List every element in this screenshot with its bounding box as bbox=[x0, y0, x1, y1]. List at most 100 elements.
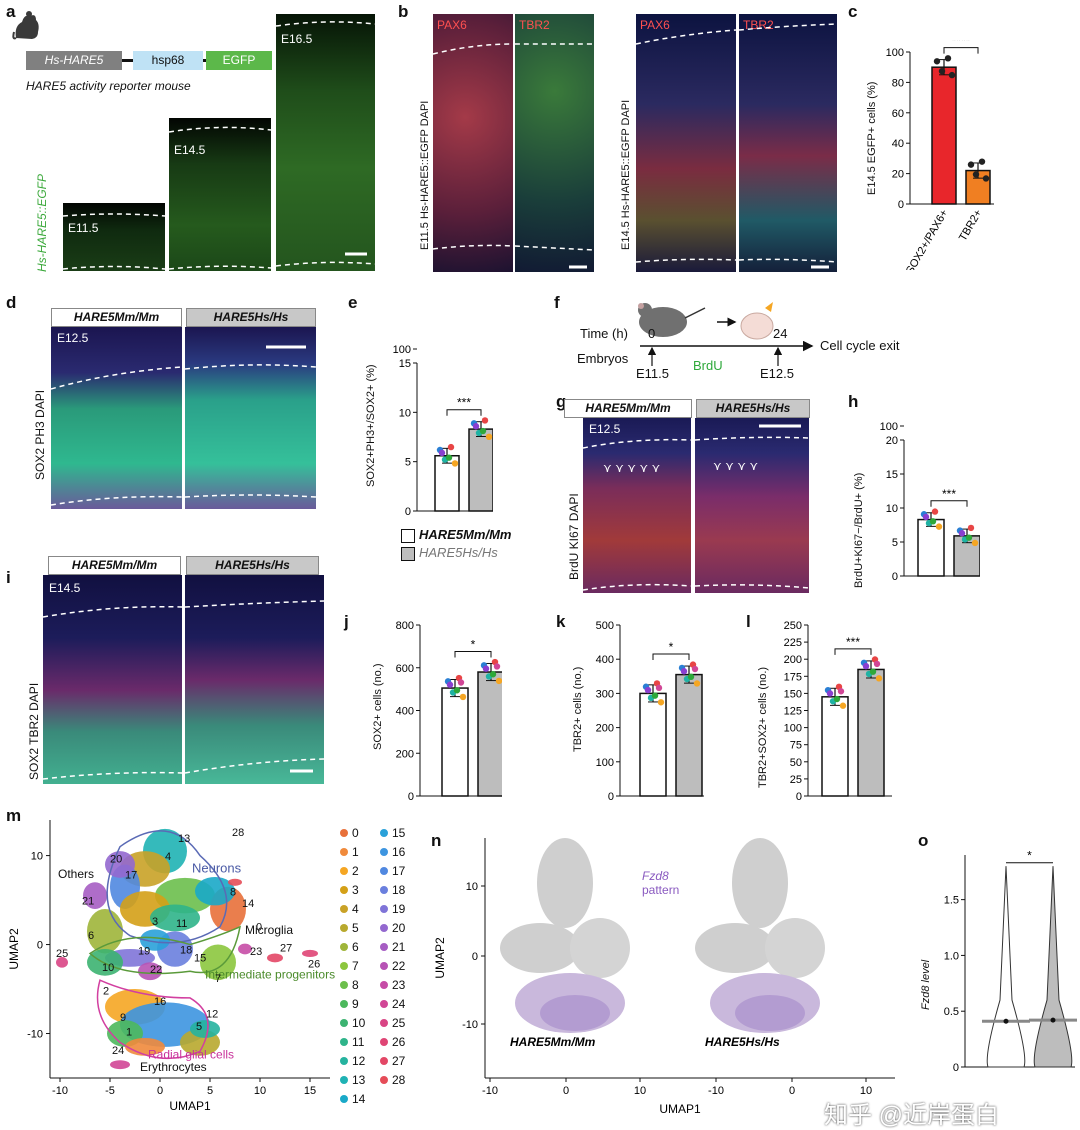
data-point bbox=[826, 690, 834, 697]
data-point bbox=[481, 417, 489, 424]
panel-letter-l: l bbox=[746, 612, 751, 631]
legend-item: 18 bbox=[380, 883, 405, 897]
data-point bbox=[693, 680, 701, 687]
cluster-number-label: 22 bbox=[150, 964, 162, 976]
y-tick-label: 500 bbox=[596, 620, 614, 632]
legend-dot bbox=[380, 886, 388, 894]
stage-label: E16.5 bbox=[281, 32, 313, 46]
legend-label: 16 bbox=[392, 845, 406, 859]
data-point bbox=[687, 673, 695, 681]
data-point bbox=[680, 668, 688, 675]
legend-item: 13 bbox=[340, 1073, 365, 1087]
significance-bracket bbox=[446, 409, 482, 416]
cluster-27-blob bbox=[267, 953, 283, 963]
cluster-12-blob bbox=[190, 1020, 220, 1038]
legend-item: 17 bbox=[380, 864, 405, 878]
annotation-ip: Intermediate progenitors bbox=[205, 967, 335, 981]
legend-label: 2 bbox=[352, 864, 359, 878]
legend-dot bbox=[340, 1076, 348, 1084]
legend-dot bbox=[380, 1019, 388, 1027]
panel-letter-h: h bbox=[848, 392, 859, 411]
construct-caption: HARE5 activity reporter mouse bbox=[26, 79, 191, 93]
violin-fzd8: 0 0.5 1.0 1.5 * bbox=[944, 848, 1077, 1074]
legend-item: 27 bbox=[380, 1054, 405, 1068]
data-point bbox=[967, 524, 975, 532]
svg-text:⋎ ⋎ ⋎ ⋎: ⋎ ⋎ ⋎ ⋎ bbox=[713, 459, 758, 473]
legend-label: 8 bbox=[352, 978, 359, 992]
y-tick-label: 0 bbox=[608, 791, 614, 802]
legend-label-mm: HARE5Mm/Mm bbox=[419, 527, 512, 542]
cluster-number-label: 2 bbox=[103, 985, 109, 997]
y-tick-label: 225 bbox=[784, 637, 802, 649]
y-tick-label: 100 bbox=[886, 47, 904, 59]
significance-label: * bbox=[471, 637, 476, 651]
y-tick-label: 200 bbox=[596, 723, 614, 735]
legend-dot bbox=[340, 1019, 348, 1027]
y-tick-label: 0 bbox=[37, 940, 43, 952]
umap-purple-region bbox=[540, 995, 610, 1031]
x-tick-label: 15 bbox=[304, 1085, 316, 1097]
cluster-23-blob bbox=[238, 943, 252, 955]
brdu-injection-illustration bbox=[638, 302, 774, 340]
y-axis-label: UMAP2 bbox=[7, 928, 21, 970]
cluster-number-label: 3 bbox=[152, 916, 158, 928]
legend-label: 20 bbox=[392, 921, 406, 935]
legend-label: 27 bbox=[392, 1054, 406, 1068]
legend-dot bbox=[340, 1057, 348, 1065]
x-tick-label: 10 bbox=[634, 1085, 646, 1097]
legend-label-hs: HARE5Hs/Hs bbox=[419, 545, 498, 560]
chart-h: 0 5 10 15 20 100 *** bbox=[880, 421, 980, 583]
y-tick-label: 10 bbox=[466, 881, 478, 893]
stage-label: E11.5 bbox=[68, 221, 99, 235]
legend-dot bbox=[380, 1076, 388, 1084]
y-tick-label: -10 bbox=[462, 1019, 478, 1031]
data-point bbox=[978, 158, 986, 165]
construct-hare5: Hs-HARE5 bbox=[26, 51, 122, 70]
panel-i-ylabel: SOX2 TBR2 DAPI bbox=[27, 682, 41, 780]
legend-dot bbox=[340, 981, 348, 989]
cluster-number-label: 1 bbox=[126, 1026, 132, 1038]
cluster-number-label: 17 bbox=[125, 870, 137, 882]
cluster-number-label: 15 bbox=[194, 952, 206, 964]
data-point bbox=[489, 671, 497, 678]
data-point bbox=[459, 693, 467, 701]
data-point bbox=[482, 665, 490, 672]
micrograph-b-pax6: PAX6 bbox=[433, 14, 513, 272]
significance-label: * bbox=[669, 640, 674, 654]
micrograph-d-mm: E12.5 bbox=[51, 327, 182, 509]
significance-label: *** bbox=[942, 487, 956, 501]
header-hs: HARE5Hs/Hs bbox=[186, 556, 319, 575]
panel-letter-n: n bbox=[431, 831, 442, 850]
y-tick-label: 400 bbox=[396, 706, 414, 718]
legend-item: 21 bbox=[380, 940, 405, 954]
cluster-number-label: 11 bbox=[176, 918, 187, 930]
legend-label: 17 bbox=[392, 864, 406, 878]
cluster-number-label: 19 bbox=[138, 945, 150, 957]
bar-0 bbox=[821, 696, 849, 797]
data-point bbox=[445, 454, 453, 461]
cluster-number-label: 24 bbox=[112, 1045, 124, 1057]
y-tick-label: 0 bbox=[472, 951, 478, 963]
channel-label: PAX6 bbox=[640, 18, 670, 32]
data-point bbox=[479, 427, 487, 435]
panel-j-ylabel: SOX2+ cells (no.) bbox=[372, 663, 384, 750]
data-point bbox=[938, 67, 946, 75]
legend-item: 1 bbox=[340, 845, 359, 859]
data-point bbox=[691, 665, 699, 673]
legend-item: 6 bbox=[340, 940, 359, 954]
cell-cycle-exit-label: Cell cycle exit bbox=[820, 338, 900, 353]
legend-label: 15 bbox=[392, 826, 406, 840]
y-tick-label: 0 bbox=[953, 1062, 959, 1074]
y-tick-label: 15 bbox=[886, 469, 898, 481]
legend-label: 3 bbox=[352, 883, 359, 897]
legend-dot bbox=[340, 867, 348, 875]
cluster-number-label: 16 bbox=[154, 996, 166, 1008]
data-point bbox=[644, 686, 652, 694]
stage-label: E12.5 bbox=[57, 331, 89, 345]
cluster-number-label: 28 bbox=[232, 827, 244, 839]
data-point bbox=[839, 702, 847, 709]
umap-fzd8: -10 0 10 -10 0 10 -10 0 10 UMAP1 UMAP2 HARE5Mm/Mm HA… bbox=[433, 838, 895, 1116]
cluster-number-label: 10 bbox=[102, 962, 114, 974]
legend-item: 4 bbox=[340, 902, 359, 916]
y-tick-label: 20 bbox=[886, 435, 898, 447]
